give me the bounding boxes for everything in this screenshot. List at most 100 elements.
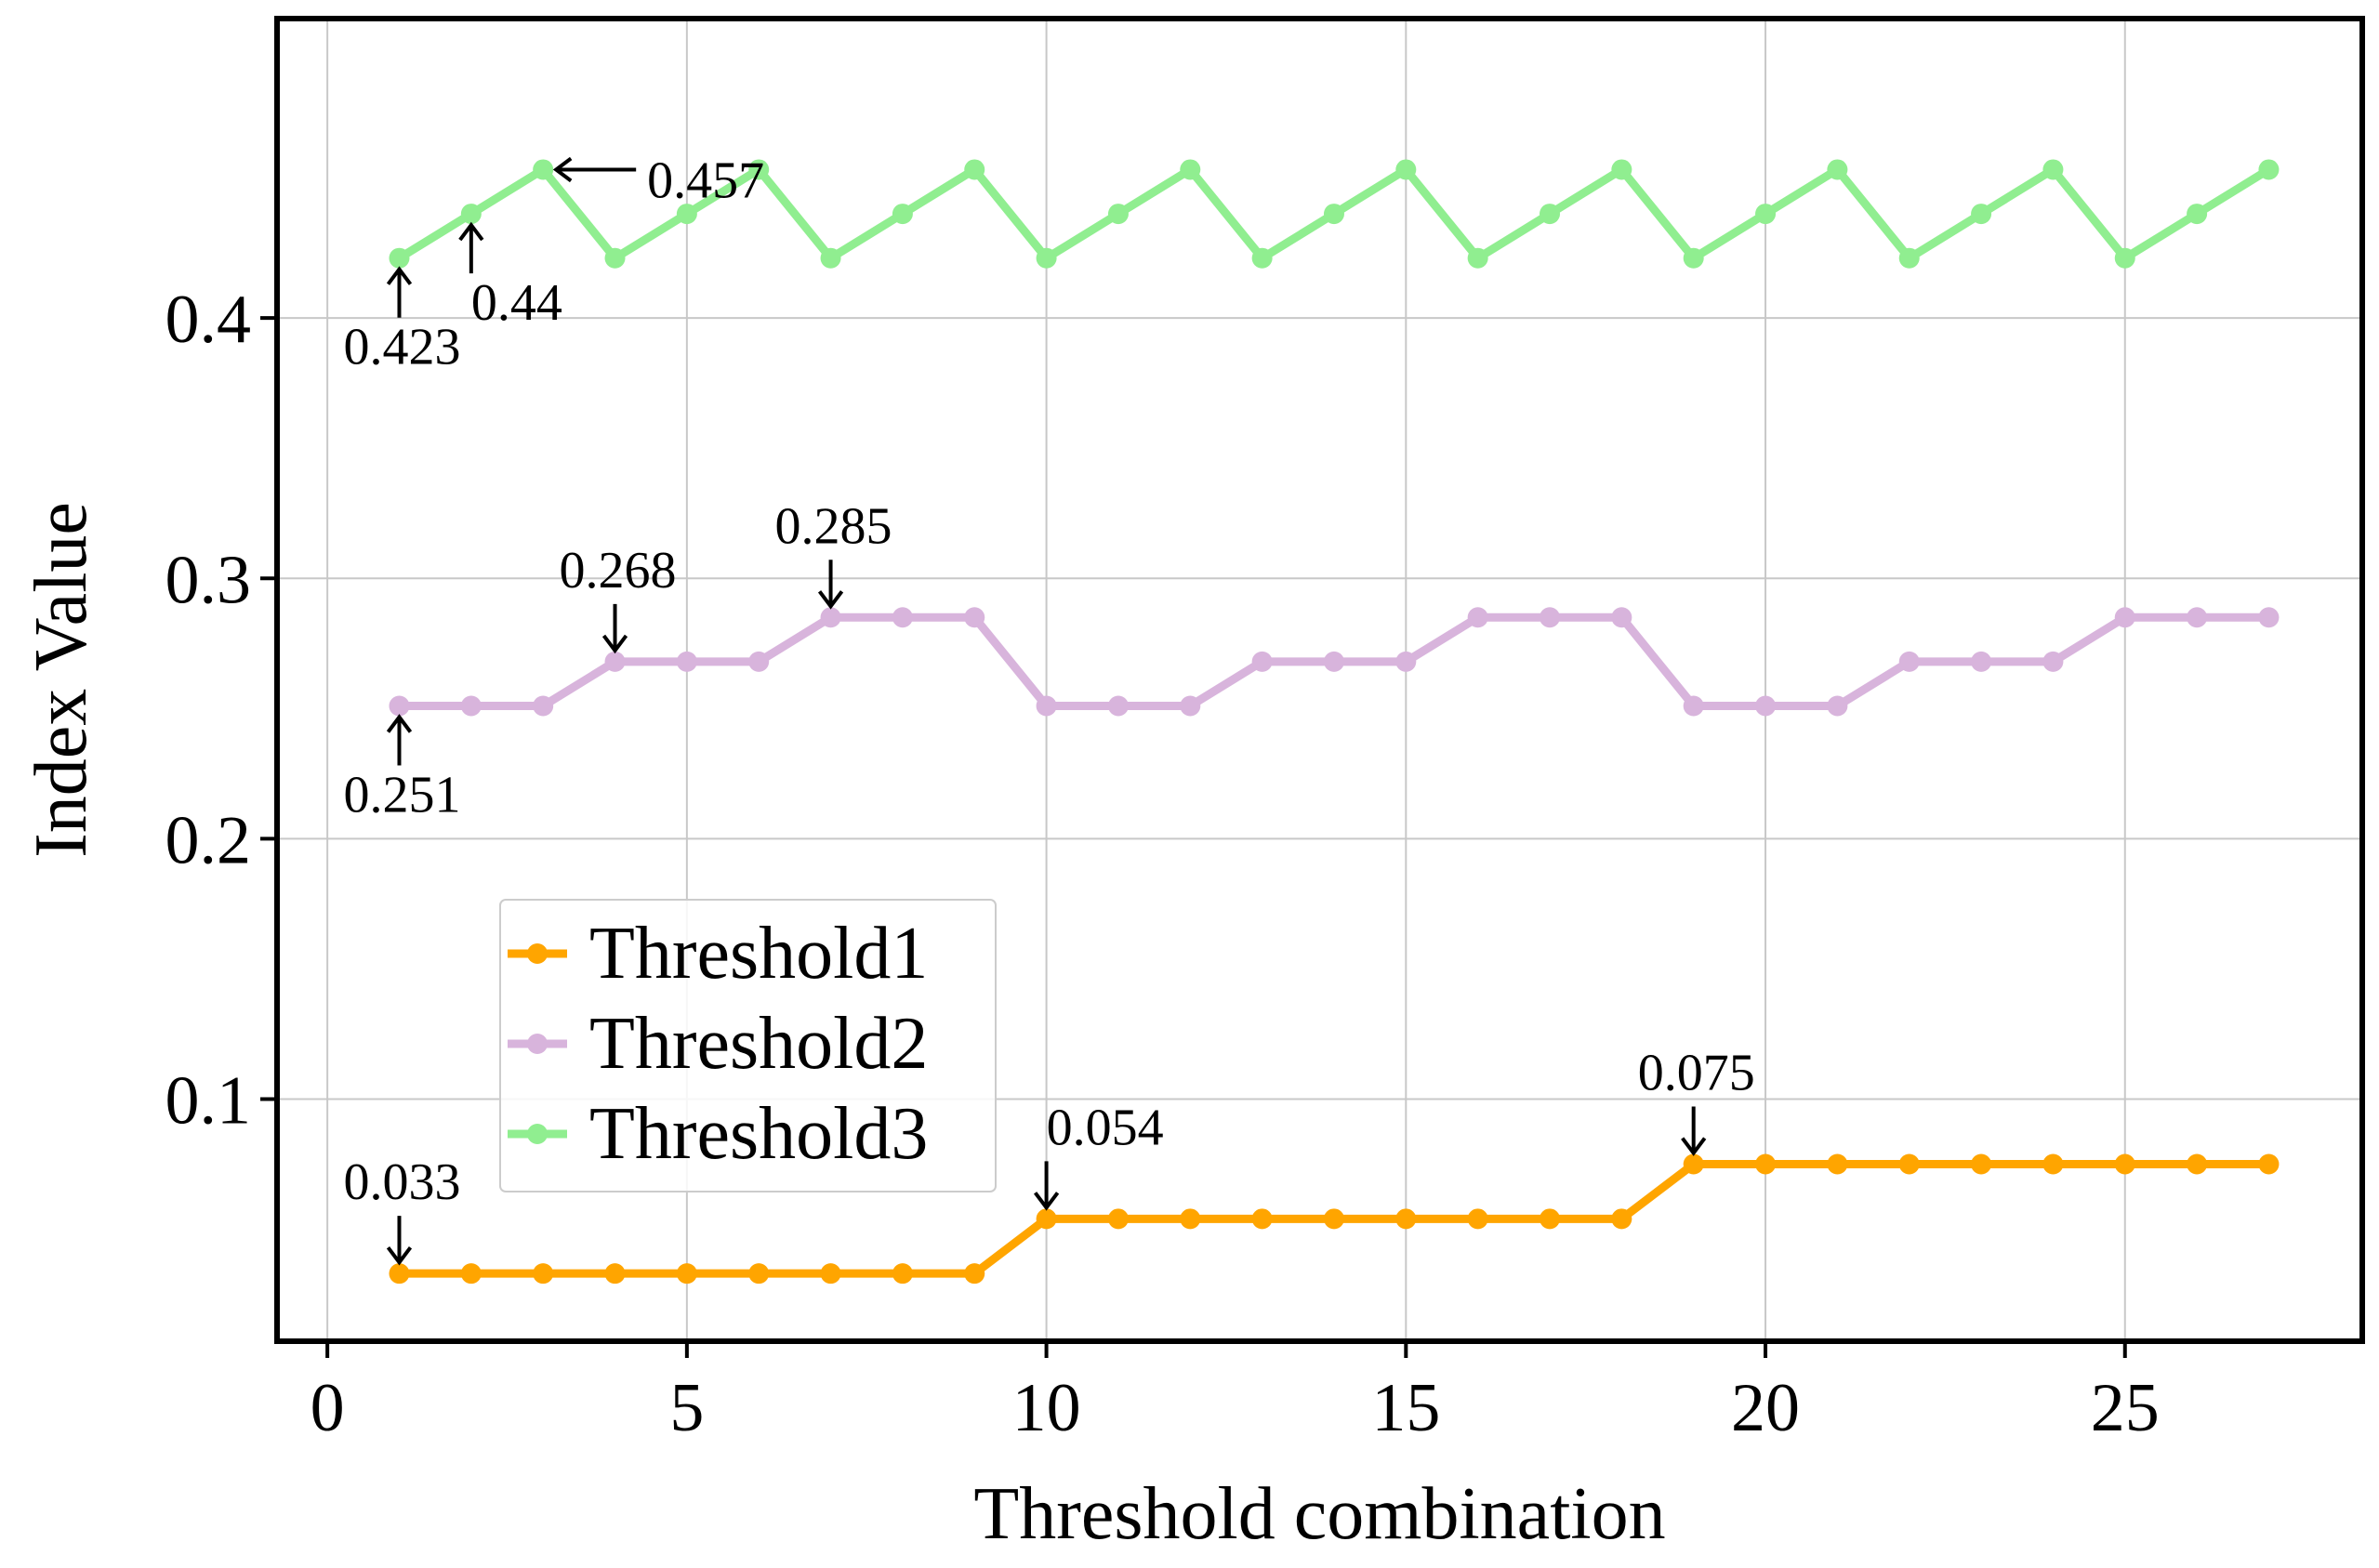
data-point: [2042, 1153, 2064, 1175]
annotation: 0.075: [1638, 1045, 1755, 1156]
data-point: [1540, 607, 1561, 628]
data-point: [964, 1263, 985, 1285]
data-point: [1395, 1208, 1417, 1230]
data-point: [604, 247, 626, 269]
data-point: [389, 247, 410, 269]
data-point: [2187, 607, 2208, 628]
legend-item: Threshold1: [508, 913, 928, 995]
data-point: [1898, 1153, 1920, 1175]
data-point: [1180, 1208, 1201, 1230]
x-tick-label: 10: [1012, 1370, 1081, 1446]
data-point: [2114, 607, 2135, 628]
data-point: [820, 1263, 841, 1285]
data-point: [2114, 247, 2135, 269]
data-point: [1971, 204, 1992, 225]
annotation: 0.44: [458, 221, 562, 332]
y-tick-label: 0.1: [165, 1062, 252, 1139]
data-point: [1036, 247, 1057, 269]
annotation-label: 0.251: [343, 767, 460, 824]
series-lines: [389, 159, 2280, 1285]
data-point: [1755, 695, 1777, 717]
arrow-head: [817, 590, 844, 610]
data-point: [1323, 651, 1344, 672]
annotation-label: 0.457: [647, 152, 764, 209]
annotation: 0.457: [552, 152, 764, 209]
data-point: [1180, 159, 1201, 180]
data-point: [533, 695, 554, 717]
data-point: [1467, 247, 1488, 269]
data-point: [1467, 607, 1488, 628]
annotation-label: 0.285: [775, 497, 892, 555]
data-point: [1036, 695, 1057, 717]
x-tick-label: 20: [1731, 1370, 1800, 1446]
data-point: [1755, 1153, 1777, 1175]
arrow-head: [386, 714, 413, 733]
data-point: [389, 1263, 410, 1285]
data-point: [1683, 247, 1704, 269]
legend-item: Threshold3: [508, 1093, 928, 1175]
x-axis-label: Threshold combination: [973, 1473, 1665, 1555]
y-tick-label: 0.2: [165, 802, 252, 878]
data-point: [1395, 651, 1417, 672]
data-point: [460, 1263, 482, 1285]
data-point: [2258, 1153, 2280, 1175]
data-point: [1971, 651, 1992, 672]
data-point: [820, 247, 841, 269]
x-tick-label: 0: [311, 1370, 345, 1446]
data-point: [892, 607, 913, 628]
arrow-head: [386, 1245, 413, 1266]
legend-item: Threshold2: [508, 1003, 928, 1085]
data-point: [892, 1263, 913, 1285]
data-point: [1898, 247, 1920, 269]
data-point: [1107, 204, 1129, 225]
legend-label: Threshold3: [589, 1093, 928, 1175]
legend-swatch-marker: [527, 1124, 548, 1144]
data-point: [1540, 1208, 1561, 1230]
series-2: [389, 607, 2280, 717]
data-point: [1898, 651, 1920, 672]
arrow-head: [1681, 1137, 1707, 1156]
legend-label: Threshold2: [589, 1003, 928, 1085]
data-point: [820, 607, 841, 628]
data-point: [892, 204, 913, 225]
data-point: [748, 1263, 770, 1285]
data-point: [1107, 695, 1129, 717]
x-tick-label: 15: [1371, 1370, 1440, 1446]
axis-ticks: 0 5 10 15 20 25 0.1 0.2 0.3 0.4: [165, 282, 2160, 1446]
data-point: [676, 1263, 697, 1285]
data-point: [1683, 1153, 1704, 1175]
data-point: [1251, 1208, 1273, 1230]
data-point: [1827, 1153, 1848, 1175]
annotation: 0.251: [343, 714, 460, 824]
arrow-head: [552, 156, 573, 183]
data-point: [2114, 1153, 2135, 1175]
y-axis-label: Index Value: [20, 502, 102, 858]
data-point: [2042, 651, 2064, 672]
legend-box: [499, 899, 997, 1192]
data-point: [676, 651, 697, 672]
legend-label: Threshold1: [589, 913, 928, 995]
data-point: [1540, 204, 1561, 225]
data-point: [1251, 651, 1273, 672]
data-point: [389, 695, 410, 717]
x-tick-label: 25: [2091, 1370, 2160, 1446]
y-tick-label: 0.4: [165, 282, 252, 358]
data-point: [1323, 1208, 1344, 1230]
data-point: [1611, 607, 1632, 628]
data-point: [1971, 1153, 1992, 1175]
data-point: [460, 695, 482, 717]
annotation: 0.054: [1033, 1099, 1164, 1211]
data-point: [1827, 159, 1848, 180]
annotation-label: 0.268: [560, 542, 677, 600]
arrow-head: [1033, 1192, 1060, 1211]
data-point: [964, 159, 985, 180]
annotation-label: 0.033: [343, 1153, 460, 1211]
data-point: [1755, 204, 1777, 225]
data-point: [1827, 695, 1848, 717]
arrow-head: [601, 634, 628, 654]
data-point: [1251, 247, 1273, 269]
annotation-label: 0.075: [1638, 1045, 1755, 1102]
